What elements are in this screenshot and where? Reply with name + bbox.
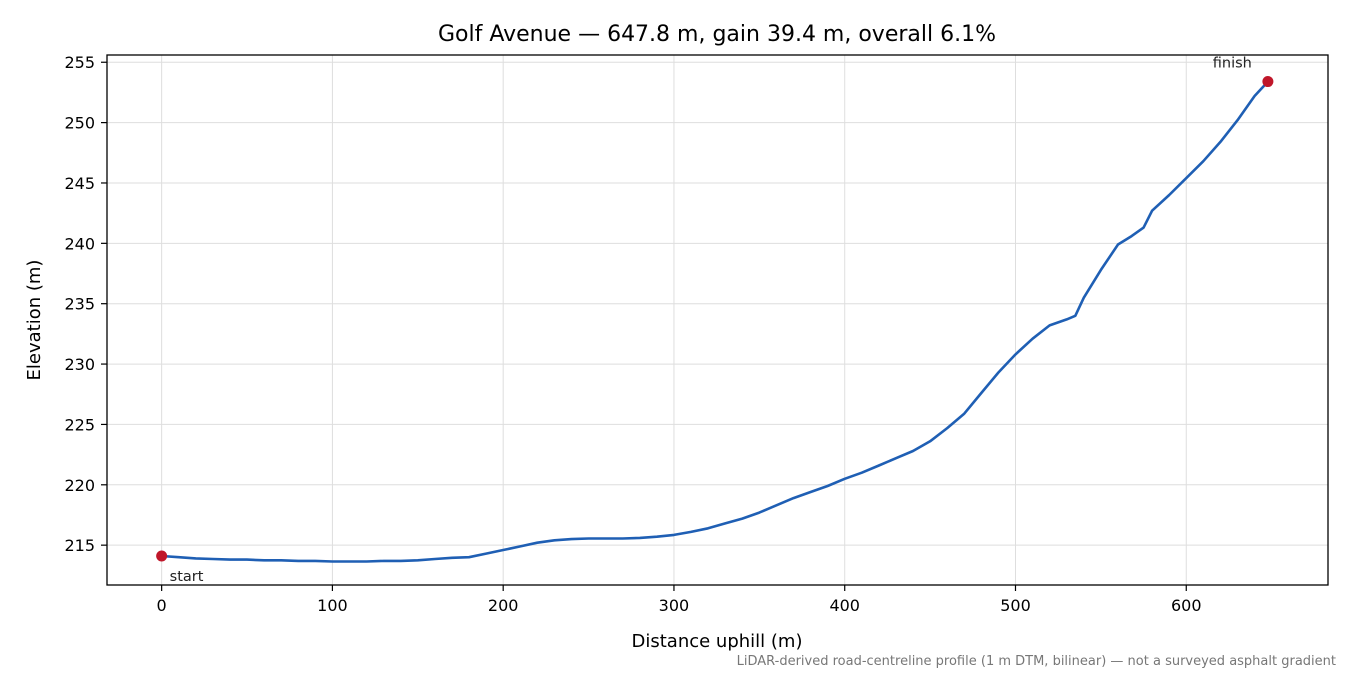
y-tick-label: 245 — [64, 174, 95, 193]
y-tick-label: 220 — [64, 476, 95, 495]
finish-marker — [1262, 76, 1274, 88]
x-tick-label: 100 — [317, 596, 348, 615]
x-tick-label: 0 — [157, 596, 167, 615]
plot-area: start finish — [156, 56, 1274, 585]
footnote: LiDAR-derived road-centreline profile (1… — [737, 654, 1336, 669]
plot-frame — [106, 54, 1329, 586]
x-tick-label: 300 — [659, 596, 690, 615]
start-marker — [156, 550, 168, 562]
y-tick-label: 230 — [64, 355, 95, 374]
y-tick-label: 240 — [64, 234, 95, 253]
finish-label: finish — [1213, 56, 1252, 72]
x-tick-label: 500 — [1000, 596, 1031, 615]
x-tick-label: 200 — [488, 596, 519, 615]
y-tick-label: 215 — [64, 536, 95, 555]
chart-title: Golf Avenue — 647.8 m, gain 39.4 m, over… — [438, 22, 996, 47]
x-tick-label: 400 — [829, 596, 860, 615]
y-axis-label: Elevation (m) — [24, 260, 45, 381]
y-tick-label: 255 — [64, 53, 95, 72]
x-tick-label: 600 — [1171, 596, 1202, 615]
elevation-line — [161, 80, 1269, 563]
start-label: start — [170, 569, 204, 585]
y-tick-label: 225 — [64, 415, 95, 434]
grid — [107, 55, 1328, 585]
x-axis-label: Distance uphill (m) — [632, 631, 803, 652]
y-tick-label: 250 — [64, 114, 95, 133]
y-tick-label: 235 — [64, 295, 95, 314]
axis-ticks: 0 100 200 300 400 500 600 215 220 225 230 235 240 245… — [64, 53, 1201, 615]
